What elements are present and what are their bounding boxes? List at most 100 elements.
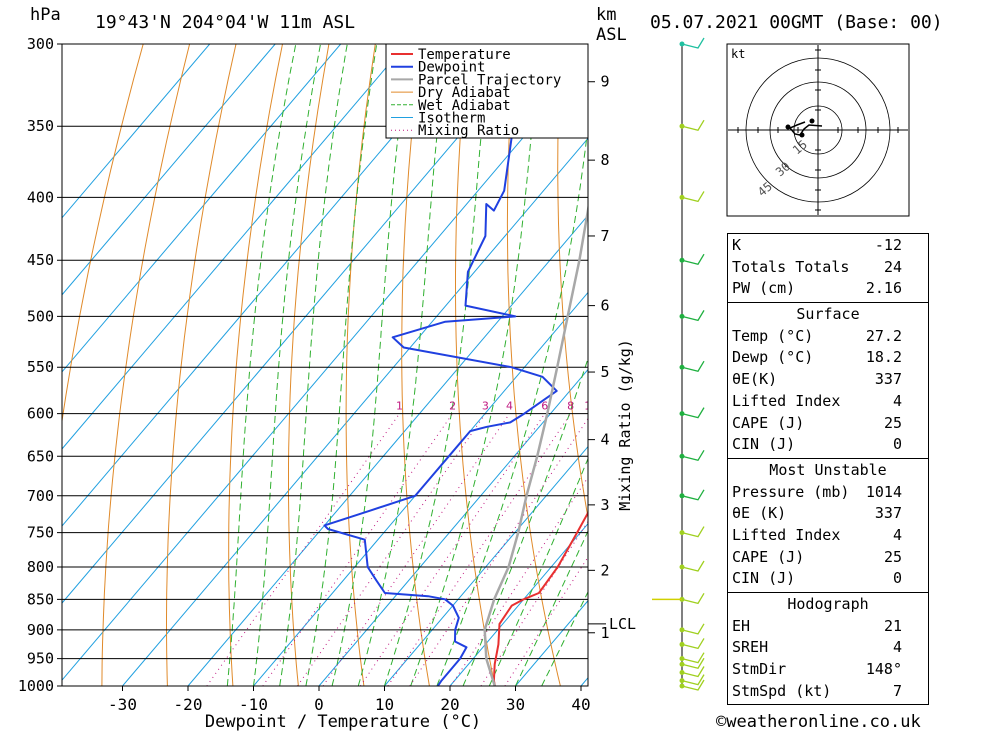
pressure-tick-label: 600: [27, 405, 54, 423]
pressure-tick-label: 850: [27, 590, 54, 608]
x-tick-label: 10: [375, 695, 394, 714]
isotherm-line: [62, 44, 407, 450]
dry-adiabat-line: [166, 44, 237, 686]
plot-frame: [61, 43, 589, 687]
wet-adiabat-line: [331, 44, 411, 686]
isotherm-line: [62, 44, 276, 296]
stat-value: -12: [874, 236, 902, 254]
x-tick-label: -20: [174, 695, 203, 714]
x-tick-label: 40: [571, 695, 590, 714]
hodograph-point: [809, 118, 815, 124]
mixing-ratio-label: 1: [396, 400, 403, 413]
wind-barb: [681, 526, 705, 538]
stat-row: Lifted Index 4: [728, 391, 928, 413]
stat-label: CAPE (J): [732, 547, 805, 566]
height-unit-label: km: [596, 5, 617, 25]
stat-value: 4: [892, 525, 902, 544]
stat-label: K: [732, 236, 742, 254]
stat-row: EH 21: [728, 616, 928, 638]
stat-value: 1014: [865, 482, 902, 501]
dry-adiabat-line: [979, 44, 1000, 686]
wind-barb: [681, 37, 705, 49]
mixing-ratio-line: [504, 556, 588, 686]
stat-row: CAPE (J) 25: [728, 547, 928, 569]
stats-panel: K -12 Totals Totals 24 PW (cm) 2.16 Surface T…: [727, 233, 929, 706]
wet-adiabat-line: [305, 44, 378, 686]
hodograph-trace: [788, 121, 823, 136]
isotherm-line: [187, 214, 588, 686]
mixing-ratio-line: [450, 476, 588, 686]
stat-row: Lifted Index 4: [728, 525, 928, 547]
stat-label: CIN (J): [732, 435, 796, 454]
legend-label-temperature: Temperature: [418, 47, 511, 63]
dry-adiabat-line: [228, 44, 283, 686]
wind-barb: [681, 623, 705, 635]
wet-adiabat-line: [410, 44, 541, 686]
pressure-tick-label: 500: [27, 307, 54, 325]
isotherm-line: [253, 291, 588, 686]
mixing-ratio-line: [359, 413, 546, 686]
stat-value: 25: [883, 547, 902, 566]
stat-label: θE(K): [732, 370, 778, 389]
wet-adiabat-line: [488, 457, 588, 686]
isotherm-line: [62, 44, 211, 219]
mixing-ratio-label: 10: [584, 400, 598, 413]
stat-label: StmDir: [732, 660, 787, 679]
stat-row: Pressure (mb) 1014: [728, 482, 928, 504]
stat-label: SREH: [732, 638, 769, 657]
legend-label-dry-adiabat: Dry Adiabat: [418, 85, 511, 101]
km-tick-label: 6: [600, 297, 609, 315]
wind-barb: [681, 638, 705, 650]
datetime-title: 05.07.2021 00GMT (Base: 00): [650, 12, 943, 33]
mixing-ratio-line: [297, 413, 486, 686]
stat-row: PW (cm) 2.16: [728, 278, 928, 300]
stat-row: SREH 4: [728, 637, 928, 659]
series-temperature: [492, 510, 588, 686]
pressure-tick-label: 1000: [18, 677, 54, 695]
stat-value: 21: [883, 616, 902, 635]
isotherm-line: [318, 368, 588, 686]
most-unstable-title: Most Unstable: [769, 460, 887, 479]
stat-label: CIN (J): [732, 569, 796, 588]
wind-barb: [681, 191, 705, 203]
isotherm-line: [62, 60, 588, 681]
isotherm-line: [62, 44, 538, 604]
stat-value: 4: [892, 638, 902, 657]
wind-barb: [681, 253, 705, 265]
stats-surface: Surface Temp (°C) 27.2 Dewp (°C) 18.2 θE(K) 3…: [728, 302, 928, 458]
dry-adiabat-line: [401, 44, 430, 686]
legend-label-parcel-trajectory: Parcel Trajectory: [418, 72, 561, 88]
stat-row: CIN (J) 0: [728, 434, 928, 456]
wind-barb: [681, 360, 705, 372]
pressure-tick-label: 800: [27, 558, 54, 576]
km-tick-label: 7: [600, 227, 609, 245]
mixing-ratio-label: 4: [506, 400, 513, 413]
pressure-tick-label: 650: [27, 447, 54, 465]
wind-barb: [681, 657, 705, 669]
wind-barb: [681, 407, 705, 419]
pressure-tick-label: 950: [27, 650, 54, 668]
legend-label-wet-adiabat: Wet Adiabat: [418, 98, 511, 114]
stat-row: CAPE (J) 25: [728, 413, 928, 435]
lcl-label: LCL: [609, 615, 636, 633]
wind-barb: [681, 679, 705, 691]
stat-value: 4: [892, 391, 902, 410]
mixing-ratio-line: [206, 413, 400, 686]
isotherm-line: [449, 522, 588, 686]
stat-row: θE(K) 337: [728, 369, 928, 391]
km-tick-label: 1: [600, 624, 609, 642]
wind-barb: [681, 489, 705, 501]
km-tick-label: 9: [600, 73, 609, 91]
mixing-ratio-label: 25: [674, 400, 688, 413]
dry-adiabat-line: [506, 44, 561, 686]
dry-adiabat-line: [345, 44, 376, 686]
stat-row: StmSpd (kt) 7: [728, 681, 928, 703]
credit-text: ©weatheronline.co.uk: [716, 712, 921, 732]
hodograph-unit: kt: [731, 47, 745, 61]
stats-general: K -12 Totals Totals 24 PW (cm) 2.16: [728, 234, 928, 302]
stat-label: Lifted Index: [732, 391, 841, 410]
stat-label: Temp (°C): [732, 326, 814, 345]
wind-barb: [681, 652, 705, 664]
mixing-ratio-label: 20: [651, 400, 665, 413]
